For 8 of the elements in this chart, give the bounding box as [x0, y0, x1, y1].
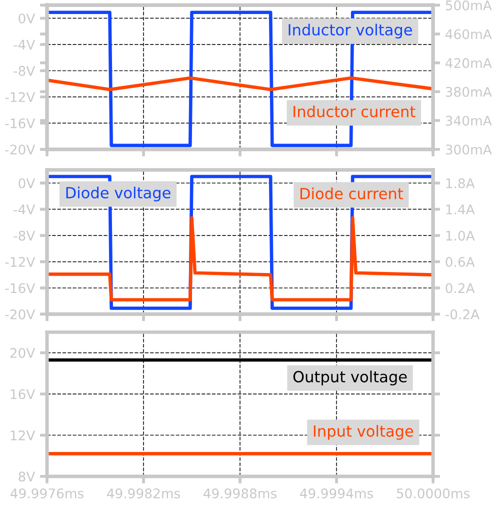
- line-series: [47, 216, 434, 302]
- series-label: Input voltage: [314, 425, 414, 440]
- series-label: Inductor current: [294, 105, 416, 118]
- series-label: Diode current: [300, 188, 404, 200]
- line-series: [47, 76, 434, 92]
- series-label: Output voltage: [293, 370, 407, 386]
- series-label: Inductor voltage: [288, 24, 412, 38]
- series-label: Diode voltage: [66, 186, 170, 202]
